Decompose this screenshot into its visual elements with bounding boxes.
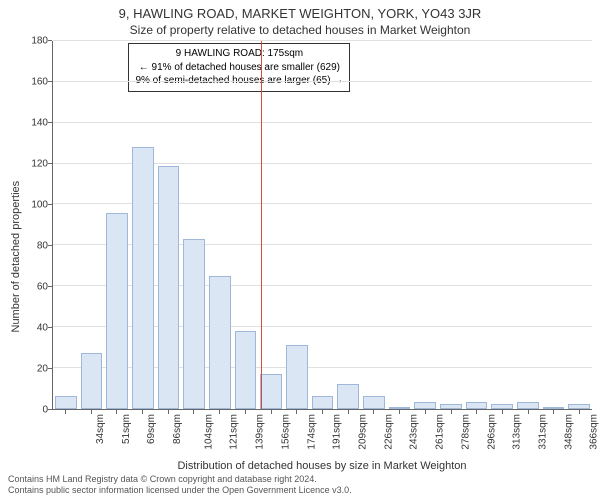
x-tick-mark (451, 410, 452, 414)
gridline (53, 81, 592, 82)
histogram-bar (517, 402, 539, 408)
x-tick-mark (168, 410, 169, 414)
x-tick-label: 243sqm (409, 414, 420, 450)
x-axis: 34sqm 51sqm 69sqm 86sqm 104sqm 121sqm 139sqm 15… (52, 410, 592, 460)
histogram-bar (491, 404, 513, 408)
histogram-bar (209, 276, 231, 409)
chart-body: Number of detached properties 0 20 40 60 80 1… (8, 41, 592, 472)
x-tick-mark (142, 410, 143, 414)
x-tick-mark (476, 410, 477, 414)
histogram-bar (260, 374, 282, 409)
x-tick-mark (245, 410, 246, 414)
plot-row: 020406080100120140160180 9 HAWLING ROAD:… (22, 41, 592, 410)
y-tick-label: 40 (37, 322, 48, 333)
chart-title-sub: Size of property relative to detached ho… (8, 23, 592, 37)
x-tick-mark (553, 410, 554, 414)
x-tick-mark (502, 410, 503, 414)
gridline (53, 40, 592, 41)
x-tick-mark (116, 410, 117, 414)
histogram-bar (183, 239, 205, 408)
y-tick-label: 100 (31, 199, 48, 210)
x-tick-label: 174sqm (306, 414, 317, 450)
x-tick-label: 51sqm (121, 414, 132, 444)
histogram-bar (389, 407, 411, 409)
x-tick-label: 313sqm (512, 414, 523, 450)
histogram-bar (363, 396, 385, 408)
annotation-box: 9 HAWLING ROAD: 175sqm ← 91% of detached… (128, 43, 350, 92)
y-tick-label: 160 (31, 76, 48, 87)
x-tick-label: 331sqm (538, 414, 549, 450)
x-tick-label: 226sqm (383, 414, 394, 450)
x-tick-mark (528, 410, 529, 414)
x-tick-label: 209sqm (358, 414, 369, 450)
x-tick-mark (399, 410, 400, 414)
x-tick-mark (322, 410, 323, 414)
x-tick-label: 34sqm (95, 414, 106, 444)
histogram-bar (132, 147, 154, 408)
x-tick-label: 104sqm (203, 414, 214, 450)
y-tick-label: 80 (37, 240, 48, 251)
x-tick-mark (348, 410, 349, 414)
x-tick-label: 366sqm (589, 414, 600, 450)
histogram-bar (158, 166, 180, 409)
chart-container: 9, HAWLING ROAD, MARKET WEIGHTON, YORK, … (0, 0, 600, 500)
y-tick-label: 60 (37, 281, 48, 292)
y-tick-label: 140 (31, 117, 48, 128)
histogram-bar (81, 353, 103, 408)
gridline (53, 122, 592, 123)
x-tick-label: 191sqm (332, 414, 343, 450)
histogram-bar (466, 402, 488, 408)
x-tick-label: 139sqm (255, 414, 266, 450)
x-tick-label: 348sqm (563, 414, 574, 450)
y-tick-label: 20 (37, 363, 48, 374)
x-tick-mark (579, 410, 580, 414)
x-tick-label: 261sqm (435, 414, 446, 450)
chart-title-main: 9, HAWLING ROAD, MARKET WEIGHTON, YORK, … (8, 6, 592, 21)
histogram-bar (55, 396, 77, 408)
histogram-bar (440, 404, 462, 408)
x-tick-mark (373, 410, 374, 414)
x-tick-label: 121sqm (229, 414, 240, 450)
histogram-bar (568, 404, 590, 408)
x-tick-label: 69sqm (146, 414, 157, 444)
y-axis: 020406080100120140160180 (22, 41, 52, 410)
x-tick-label: 156sqm (280, 414, 291, 450)
x-tick-mark (193, 410, 194, 414)
x-tick-mark (271, 410, 272, 414)
x-tick-mark (425, 410, 426, 414)
histogram-bar (543, 407, 565, 409)
histogram-bar (337, 384, 359, 409)
histogram-bar (286, 345, 308, 408)
x-tick-mark (91, 410, 92, 414)
x-tick-label: 296sqm (486, 414, 497, 450)
y-tick-label: 120 (31, 158, 48, 169)
y-tick-label: 180 (31, 36, 48, 47)
chart-column: 020406080100120140160180 9 HAWLING ROAD:… (22, 41, 592, 472)
histogram-bar (312, 396, 334, 408)
marker-line (261, 41, 262, 409)
x-axis-label: Distribution of detached houses by size … (52, 460, 592, 472)
footer-line-1: Contains HM Land Registry data © Crown c… (8, 474, 592, 485)
footer: Contains HM Land Registry data © Crown c… (8, 474, 592, 497)
y-axis-label: Number of detached properties (8, 41, 22, 472)
footer-line-2: Contains public sector information licen… (8, 485, 592, 496)
x-tick-label: 278sqm (460, 414, 471, 450)
histogram-bar (106, 213, 128, 409)
x-tick-mark (296, 410, 297, 414)
y-tick-label: 0 (42, 404, 48, 415)
x-tick-mark (219, 410, 220, 414)
plot-area: 9 HAWLING ROAD: 175sqm ← 91% of detached… (52, 41, 592, 410)
x-tick-mark (65, 410, 66, 414)
histogram-bar (414, 402, 436, 408)
x-tick-label: 86sqm (172, 414, 183, 444)
histogram-bar (235, 331, 257, 409)
annot-line-2: ← 91% of detached houses are smaller (62… (135, 61, 343, 75)
annot-line-1: 9 HAWLING ROAD: 175sqm (135, 47, 343, 61)
